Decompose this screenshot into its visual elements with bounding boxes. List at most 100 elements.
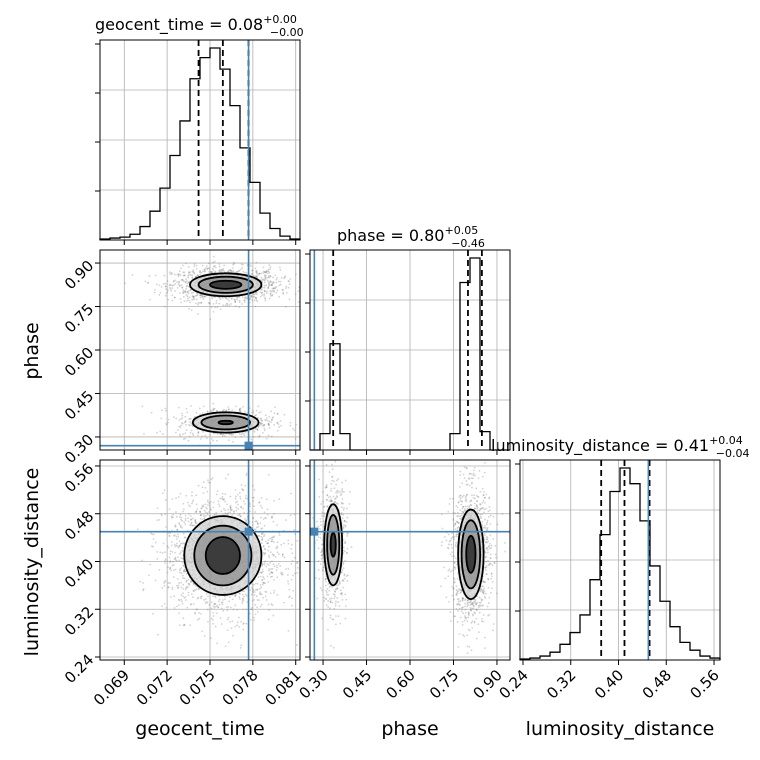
sample-point bbox=[278, 531, 280, 534]
sample-point bbox=[226, 618, 229, 621]
sample-point bbox=[271, 567, 274, 570]
sample-point bbox=[224, 598, 226, 601]
sample-point bbox=[329, 585, 332, 588]
sample-point bbox=[156, 519, 159, 522]
sample-point bbox=[182, 570, 185, 572]
sample-point bbox=[203, 509, 206, 512]
sample-point bbox=[264, 552, 267, 554]
sample-point bbox=[164, 285, 167, 288]
sample-point bbox=[272, 553, 275, 556]
sample-point bbox=[164, 513, 167, 516]
sample-point bbox=[219, 297, 221, 299]
sample-point bbox=[178, 582, 180, 584]
sample-point bbox=[253, 299, 256, 302]
sample-point bbox=[249, 301, 251, 304]
sample-point bbox=[295, 423, 298, 426]
sample-point bbox=[175, 559, 178, 562]
sample-point bbox=[255, 270, 258, 273]
sample-point bbox=[262, 272, 265, 274]
sample-point bbox=[260, 527, 263, 530]
sample-point bbox=[230, 270, 233, 273]
sample-point bbox=[293, 429, 296, 432]
sample-point bbox=[345, 521, 348, 523]
sample-point bbox=[222, 599, 224, 601]
sample-point bbox=[192, 499, 195, 502]
sample-point bbox=[215, 302, 218, 304]
sample-point bbox=[337, 584, 340, 586]
gridlines bbox=[100, 40, 300, 240]
sample-point bbox=[267, 268, 270, 271]
sample-point bbox=[180, 572, 183, 575]
sample-point bbox=[190, 593, 193, 596]
sample-point bbox=[207, 501, 209, 503]
sample-point bbox=[222, 433, 225, 436]
sample-point bbox=[206, 512, 209, 514]
sample-point bbox=[215, 511, 218, 514]
sample-point bbox=[234, 604, 237, 607]
sample-point bbox=[321, 589, 324, 592]
sample-point bbox=[210, 271, 213, 273]
sample-point bbox=[185, 429, 188, 432]
sample-point bbox=[205, 600, 208, 603]
sample-point bbox=[212, 265, 215, 268]
sample-point bbox=[325, 604, 328, 606]
sample-point bbox=[190, 524, 193, 527]
sample-point bbox=[217, 606, 220, 609]
sample-point bbox=[265, 271, 268, 273]
sample-point bbox=[254, 414, 257, 417]
sample-point bbox=[263, 535, 265, 538]
sample-point bbox=[192, 583, 195, 586]
sample-point bbox=[271, 571, 274, 574]
panel-title-phase: phase = 0.80+0.05 −0.46 bbox=[337, 224, 485, 250]
sample-point bbox=[167, 566, 169, 569]
sample-point bbox=[504, 541, 506, 544]
sample-point bbox=[269, 292, 272, 295]
sample-point bbox=[273, 589, 276, 592]
sample-point bbox=[240, 433, 243, 436]
sample-point bbox=[250, 294, 253, 297]
sample-point bbox=[270, 516, 273, 519]
sample-point bbox=[202, 430, 205, 433]
sample-point bbox=[202, 405, 205, 408]
sample-point bbox=[209, 271, 212, 273]
sample-point bbox=[161, 409, 163, 412]
sample-point bbox=[256, 588, 259, 591]
sample-point bbox=[288, 588, 291, 591]
sample-point bbox=[251, 523, 254, 526]
sample-point bbox=[327, 606, 330, 609]
sample-point bbox=[187, 501, 189, 504]
sample-point bbox=[178, 559, 181, 562]
sample-point bbox=[179, 571, 181, 574]
sample-point bbox=[321, 569, 324, 572]
sample-point bbox=[210, 438, 213, 440]
sample-point bbox=[259, 575, 262, 578]
sample-point bbox=[263, 547, 266, 550]
sample-point bbox=[204, 486, 207, 489]
sample-point bbox=[276, 546, 279, 549]
sample-point bbox=[184, 519, 187, 522]
sample-point bbox=[177, 533, 179, 536]
sample-point bbox=[239, 410, 242, 413]
sample-point bbox=[179, 568, 181, 571]
sample-point bbox=[166, 560, 169, 563]
sample-point bbox=[179, 274, 182, 276]
sample-point bbox=[184, 280, 187, 283]
sample-point bbox=[254, 511, 257, 513]
sample-point bbox=[334, 500, 337, 503]
sample-point bbox=[195, 510, 198, 513]
sample-point bbox=[254, 427, 257, 430]
sample-point bbox=[261, 532, 263, 535]
sample-point bbox=[265, 292, 268, 294]
xlabel-geocent-time: geocent_time bbox=[135, 718, 264, 740]
sample-point bbox=[229, 606, 232, 609]
sample-point bbox=[176, 605, 178, 608]
sample-point bbox=[207, 479, 209, 482]
sample-point bbox=[166, 571, 169, 574]
sample-point bbox=[179, 551, 182, 554]
sample-point bbox=[200, 507, 203, 510]
sample-point bbox=[190, 404, 192, 407]
sample-point bbox=[171, 299, 174, 302]
sample-point bbox=[222, 499, 225, 501]
sample-point bbox=[325, 598, 328, 600]
sample-point bbox=[339, 494, 342, 497]
